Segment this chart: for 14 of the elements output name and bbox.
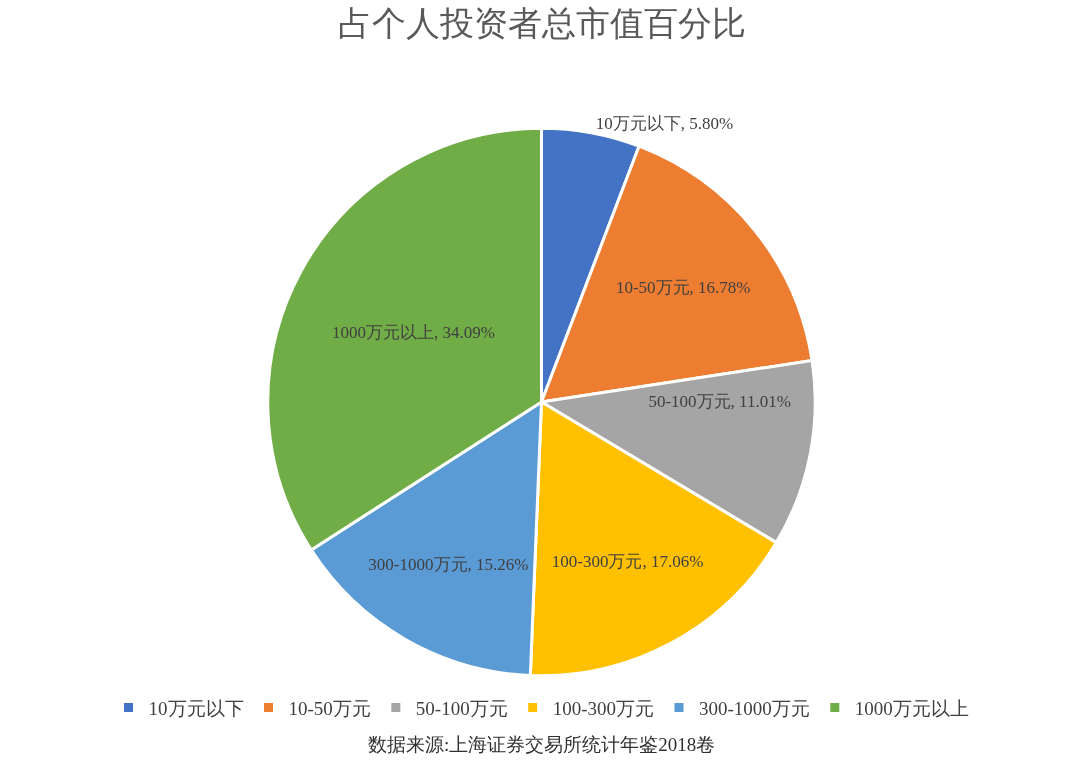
chart-title: 占个人投资者总市值百分比: [337, 5, 746, 43]
legend-label: 1000万元以上: [854, 697, 969, 719]
data-label: 50-100万元, 11.01%: [648, 392, 791, 412]
legend-label: 100-300万元: [552, 697, 654, 719]
data-label: 300-1000万元, 15.26%: [368, 554, 529, 574]
data-label: 10-50万元, 16.78%: [615, 278, 751, 298]
data-label: 1000万元以上, 34.09%: [332, 322, 496, 342]
data-label: 100-300万元, 17.06%: [551, 551, 704, 571]
legend-label: 300-1000万元: [698, 697, 810, 719]
legend-label: 10-50万元: [288, 697, 371, 719]
legend-label: 50-100万元: [415, 697, 508, 719]
legend-label: 10万元以下: [148, 697, 244, 719]
source-note: 数据来源:上海证券交易所统计年鉴2018卷: [368, 734, 716, 755]
data-label: 10万元以下, 5.80%: [595, 114, 734, 134]
